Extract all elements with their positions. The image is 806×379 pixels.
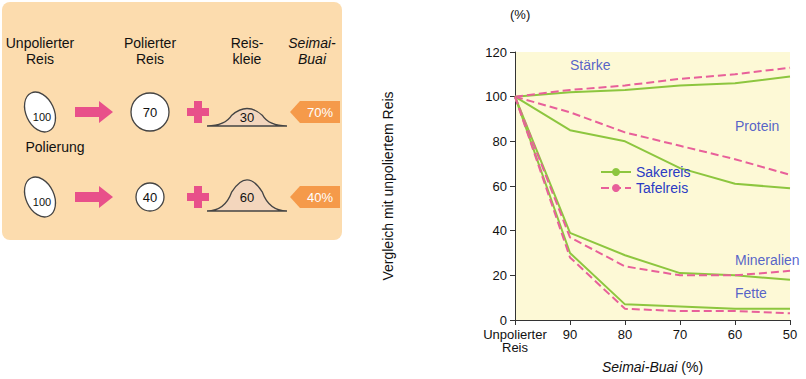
svg-text:Tafelreis: Tafelreis bbox=[636, 180, 688, 196]
svg-text:Unpolierter: Unpolierter bbox=[6, 35, 75, 51]
svg-text:Reis: Reis bbox=[136, 51, 164, 67]
svg-text:40%: 40% bbox=[307, 190, 333, 205]
svg-text:60: 60 bbox=[728, 327, 742, 342]
svg-text:100: 100 bbox=[33, 111, 51, 123]
svg-text:20: 20 bbox=[493, 268, 507, 283]
svg-text:Reis-: Reis- bbox=[231, 35, 264, 51]
svg-text:60: 60 bbox=[493, 179, 507, 194]
svg-text:Polierung: Polierung bbox=[25, 139, 84, 155]
svg-text:120: 120 bbox=[485, 45, 507, 60]
svg-text:Reis: Reis bbox=[502, 340, 529, 355]
svg-text:100: 100 bbox=[485, 89, 507, 104]
svg-text:80: 80 bbox=[493, 134, 507, 149]
svg-text:0: 0 bbox=[500, 313, 507, 328]
svg-text:70: 70 bbox=[673, 327, 687, 342]
svg-text:40: 40 bbox=[493, 223, 507, 238]
svg-text:60: 60 bbox=[240, 190, 254, 205]
svg-text:Seimai-: Seimai- bbox=[288, 35, 336, 51]
svg-text:70: 70 bbox=[143, 105, 157, 120]
svg-text:90: 90 bbox=[563, 327, 577, 342]
svg-text:80: 80 bbox=[618, 327, 632, 342]
svg-text:30: 30 bbox=[240, 110, 254, 125]
svg-text:Vergleich mit unpoliertem Reis: Vergleich mit unpoliertem Reis bbox=[380, 91, 396, 280]
svg-text:(%): (%) bbox=[510, 7, 530, 22]
svg-text:(%): (%) bbox=[677, 359, 703, 375]
svg-text:Buai: Buai bbox=[298, 51, 327, 67]
svg-text:Reis: Reis bbox=[26, 51, 54, 67]
svg-text:kleie: kleie bbox=[233, 51, 262, 67]
svg-text:50: 50 bbox=[783, 327, 797, 342]
svg-text:40: 40 bbox=[143, 190, 157, 205]
svg-text:100: 100 bbox=[33, 196, 51, 208]
svg-text:Mineralien: Mineralien bbox=[735, 252, 800, 268]
svg-text:Seimai-Buai: Seimai-Buai bbox=[602, 359, 678, 375]
svg-text:Unpolierter: Unpolierter bbox=[483, 327, 547, 342]
svg-text:Stärke: Stärke bbox=[570, 57, 611, 73]
svg-text:Polierter: Polierter bbox=[124, 35, 176, 51]
svg-text:Protein: Protein bbox=[735, 118, 779, 134]
svg-text:Fette: Fette bbox=[735, 285, 767, 301]
svg-text:70%: 70% bbox=[307, 105, 333, 120]
svg-text:Sakereis: Sakereis bbox=[636, 164, 690, 180]
